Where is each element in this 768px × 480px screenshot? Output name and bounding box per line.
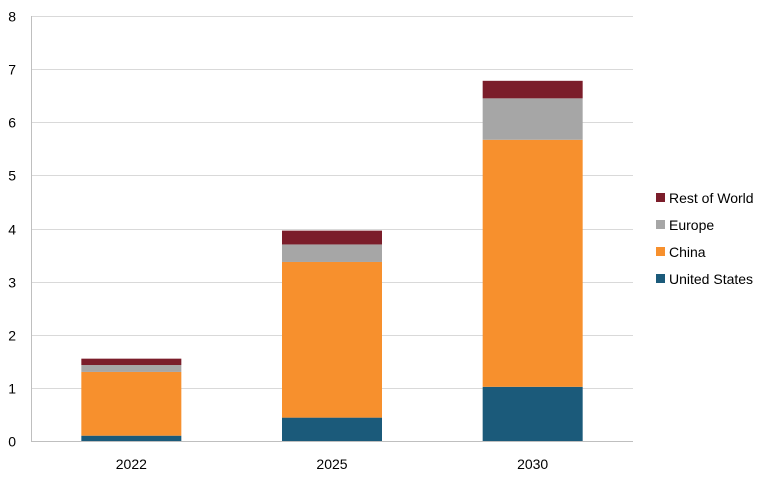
bar-rest-of-world-2022 — [81, 358, 182, 366]
legend-label-united-states: United States — [669, 271, 753, 287]
y-tick-label: 7 — [8, 62, 16, 78]
bar-europe-2025 — [282, 244, 382, 262]
legend-swatch-europe — [656, 220, 665, 229]
bar-europe-2030 — [482, 98, 583, 140]
y-tick-label: 1 — [8, 381, 16, 397]
legend-swatch-united-states — [656, 274, 665, 283]
y-tick-label: 0 — [8, 434, 16, 450]
y-tick-label: 6 — [8, 115, 16, 131]
y-axis-tick-labels: 0 1 2 3 4 5 6 7 8 — [8, 9, 16, 450]
y-tick-label: 3 — [8, 275, 16, 291]
x-axis-tick-labels: 2022 2025 2030 — [116, 456, 549, 472]
bar-europe-2022 — [81, 365, 182, 372]
bar-china-2022 — [81, 371, 182, 436]
y-tick-label: 5 — [8, 168, 16, 184]
legend-label-europe: Europe — [669, 217, 714, 233]
legend: Rest of World Europe China United States — [656, 190, 754, 287]
bar-china-2030 — [482, 139, 583, 387]
y-tick-label: 2 — [8, 328, 16, 344]
legend-swatch-china — [656, 247, 665, 256]
legend-label-rest-of-world: Rest of World — [669, 190, 754, 206]
bar-rest-of-world-2030 — [482, 80, 583, 99]
bar-united-states-2030 — [482, 386, 583, 441]
y-tick-label: 4 — [8, 222, 16, 238]
legend-label-china: China — [669, 244, 706, 260]
bar-china-2025 — [282, 261, 382, 418]
bar-united-states-2022 — [81, 435, 182, 441]
x-tick-label: 2022 — [116, 456, 147, 472]
bars — [81, 80, 583, 441]
bar-rest-of-world-2025 — [282, 230, 382, 245]
x-tick-label: 2030 — [517, 456, 548, 472]
x-tick-label: 2025 — [316, 456, 347, 472]
legend-swatch-rest-of-world — [656, 193, 665, 202]
bar-united-states-2025 — [282, 417, 382, 441]
y-tick-label: 8 — [8, 9, 16, 25]
